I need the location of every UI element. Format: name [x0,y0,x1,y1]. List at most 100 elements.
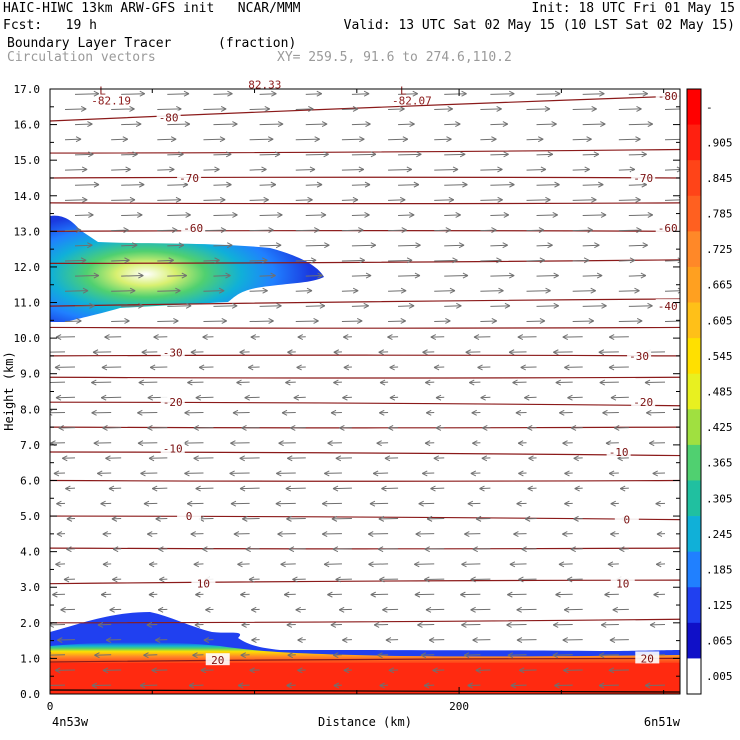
circulation-vector-head [475,515,482,522]
temperature-contour-line [50,95,680,122]
circulation-vector [305,244,330,247]
colorbar-swatch [687,587,701,624]
contour-label: -80 [159,111,179,124]
colorbar-label: .125 [706,599,733,612]
circulation-vector-head [316,90,323,97]
circulation-vector-head [458,242,465,249]
circulation-vector-head [239,485,246,492]
circulation-vector-head [642,90,648,97]
circulation-vector-head [218,287,225,294]
circulation-vector-head [281,409,288,416]
circulation-vector-head [195,394,202,401]
circulation-vector [351,93,370,95]
circulation-vector [167,93,190,95]
circulation-vector [618,259,636,262]
circulation-vector-head [629,166,636,173]
circulation-vector-head [93,440,100,447]
circulation-vector-head [274,151,281,158]
circulation-vector [305,184,323,186]
circulation-vector-head [521,546,527,553]
circulation-vector-head [105,637,112,644]
circulation-vector-head [435,394,442,401]
colorbar-label: .665 [706,279,733,292]
circulation-vector-head [574,485,580,492]
circulation-vector [213,93,233,95]
circulation-vector [582,305,607,307]
circulation-vector-head [151,667,157,674]
circulation-vector [74,153,94,156]
circulation-vector-head [406,257,413,264]
circulation-vector [526,290,551,292]
circulation-vector-head [652,470,658,477]
colorbar-label: .305 [706,492,733,505]
circulation-vector-head [539,257,546,264]
circulation-vector [213,184,232,186]
circulation-vector-head [338,606,345,613]
circulation-vector-head [343,364,350,371]
circulation-vector-head [598,349,605,356]
y-tick-label: 3.0 [20,581,40,594]
circulation-vector [249,229,274,232]
circulation-vector-head [635,136,641,143]
circulation-vector [618,229,642,232]
temperature-contour-line [50,515,680,521]
colorbar-swatch [687,231,701,268]
circulation-vector [341,320,363,323]
circulation-vector-head [508,349,515,356]
circulation-vector-head [262,257,268,264]
circulation-vector-head [278,440,284,447]
contour-label: -20 [633,396,653,409]
circulation-vector-head [104,334,110,341]
circulation-vector-head [558,561,565,568]
circulation-vector-head [75,136,82,143]
circulation-vector-head [414,272,421,279]
circulation-vector [203,168,220,171]
circulation-vector-head [497,166,503,173]
contour-label-background [655,220,680,233]
circulation-vector [121,214,143,217]
circulation-vector [295,138,320,141]
x-axis-end-label: 6n51w [644,715,681,729]
circulation-vector-head [239,455,245,462]
circulation-vector-head [608,470,615,477]
colorbar-label: .725 [706,243,733,256]
circulation-vector [480,138,497,141]
circulation-vector-head [358,227,364,234]
circulation-vector-head [552,621,559,628]
colorbar-label: .545 [706,350,733,363]
circulation-vector [213,244,233,247]
circulation-vector-head [262,287,268,294]
circulation-vector-head [232,409,239,416]
circulation-vector-head [648,440,655,447]
circulation-vector-head [408,302,415,309]
circulation-vector-head [129,196,136,203]
circulation-vector-head [422,470,428,477]
circulation-vector-head [277,121,284,127]
circulation-vector-head [339,425,345,431]
circulation-vector-head [445,318,451,324]
circulation-vector [572,229,593,232]
circulation-vector-head [598,682,605,689]
circulation-vector-head [193,425,199,431]
circulation-vector-head [240,591,246,598]
circulation-vector-head [81,166,88,173]
circulation-vector-head [676,166,680,173]
circulation-vector-head [598,181,604,188]
circulation-vector-head [250,334,257,341]
circulation-vector-head [195,485,201,492]
circulation-vector [490,275,515,277]
circulation-vector [111,199,136,201]
circulation-vector-head [331,515,338,522]
circulation-vector-head [415,242,421,249]
contour-label-background [631,395,656,408]
circulation-vector-head [287,652,293,659]
circulation-vector-head [105,455,111,462]
circulation-vector-head [151,485,158,492]
circulation-vector-head [564,364,570,371]
circulation-vector [111,108,135,110]
contour-label-background [614,512,639,525]
circulation-vector [398,184,419,186]
contour-label: -30 [163,346,183,359]
circulation-vector-head [520,364,526,371]
circulation-vector-head [264,105,271,112]
